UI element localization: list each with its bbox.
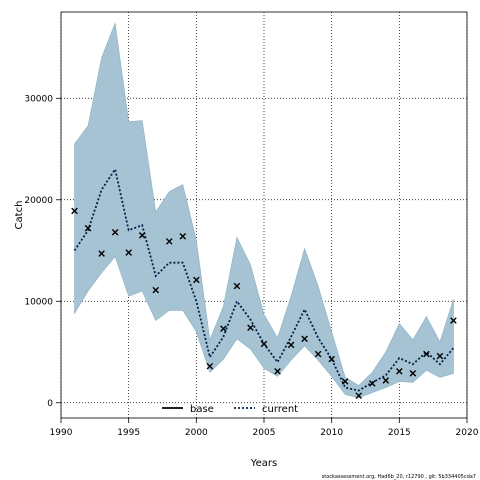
x-tick-label: 2010	[320, 428, 343, 438]
x-axis-label: Years	[250, 458, 277, 469]
observed-point	[301, 335, 308, 343]
legend: base current	[162, 404, 298, 415]
observed-point	[125, 249, 132, 256]
y-tick-label: 30000	[24, 94, 53, 104]
legend-base-label: base	[190, 404, 214, 415]
observed-point	[436, 352, 444, 360]
x-tick-label: 2020	[456, 428, 479, 438]
observed-point	[152, 286, 160, 294]
y-axis-ticks: 0 10000 20000 30000	[24, 94, 61, 409]
observed-point	[450, 317, 457, 324]
observed-point	[193, 276, 200, 284]
x-tick-label: 2005	[253, 428, 276, 438]
observed-point	[179, 233, 187, 240]
observed-point	[111, 228, 119, 236]
observed-point	[138, 232, 146, 239]
y-tick-label: 0	[47, 399, 53, 409]
x-tick-label: 1990	[50, 428, 73, 438]
footer-text: stockassessment.org, Had6b_20, r12790 , …	[322, 474, 476, 480]
observed-point	[355, 392, 363, 399]
observed-point	[409, 370, 417, 377]
observed-point	[206, 362, 214, 370]
observed-point	[260, 340, 268, 348]
observed-point	[382, 377, 390, 384]
x-tick-label: 2015	[388, 428, 411, 438]
observed-point	[314, 350, 322, 358]
x-tick-label: 2000	[185, 428, 208, 438]
y-axis-label: Catch	[14, 201, 25, 230]
observed-point	[247, 324, 254, 331]
observed-point	[165, 238, 173, 245]
observed-point	[71, 207, 78, 215]
confidence-band	[74, 21, 454, 399]
x-tick-label: 1995	[117, 428, 140, 438]
observed-point	[396, 368, 403, 375]
legend-current-label: current	[262, 404, 298, 415]
x-axis-ticks: 1990 1995 2000 2005 2010 2015 2020	[50, 418, 479, 438]
observed-point	[368, 380, 376, 387]
observed-point	[274, 368, 281, 375]
y-tick-label: 20000	[24, 196, 53, 206]
observed-point	[84, 224, 92, 232]
observed-point	[328, 355, 335, 363]
observed-points	[71, 207, 457, 399]
observed-point	[233, 282, 241, 290]
observed-point	[287, 341, 295, 349]
observed-point	[423, 350, 430, 358]
observed-point	[341, 378, 349, 385]
observed-point	[98, 250, 105, 257]
y-tick-label: 10000	[24, 297, 53, 307]
observed-point	[220, 325, 227, 332]
